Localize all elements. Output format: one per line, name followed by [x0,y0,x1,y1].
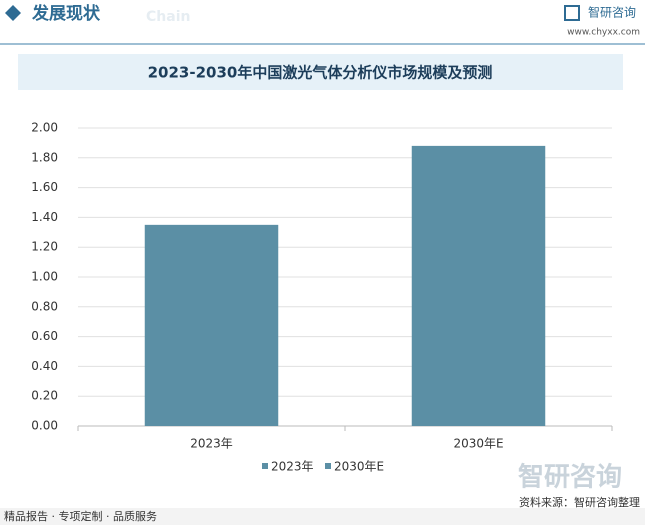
brand-watermark: 智研咨询 [518,462,622,493]
brand-logo [564,5,580,21]
bar [144,224,279,426]
title-bar [18,54,623,90]
legend-label: 2030年E [334,460,384,474]
y-tick-label: 0.00 [31,419,58,433]
chart-title: 2023-2030年中国激光气体分析仪市场规模及预测 [148,64,493,82]
x-tick-label: 2030年E [453,437,503,451]
y-tick-label: 1.40 [31,210,58,224]
header-icon [5,5,21,21]
y-tick-label: 0.40 [31,359,58,373]
y-tick-label: 0.80 [31,299,58,313]
header-subtitle: Chain [146,9,190,25]
legend-label: 2023年 [271,460,314,474]
y-tick-label: 1.20 [31,240,58,254]
y-tick-label: 1.60 [31,180,58,194]
y-tick-label: 2.00 [31,121,58,135]
y-tick-label: 0.60 [31,329,58,343]
y-tick-label: 0.20 [31,389,58,403]
footer-source: 资料来源：智研咨询整理 [519,495,640,509]
x-tick-label: 2023年 [190,437,233,451]
header-title: 发展现状 [31,3,101,24]
brand-name: 智研咨询 [588,5,636,20]
footer-slogan: 精品报告 · 专项定制 · 品质服务 [4,509,157,523]
y-tick-label: 1.00 [31,270,58,284]
legend-swatch [262,463,268,469]
legend-swatch [325,463,331,469]
brand-url: www.chyxx.com [567,28,640,38]
y-tick-label: 1.80 [31,150,58,164]
footer-bar [0,508,645,525]
bar [411,145,546,426]
